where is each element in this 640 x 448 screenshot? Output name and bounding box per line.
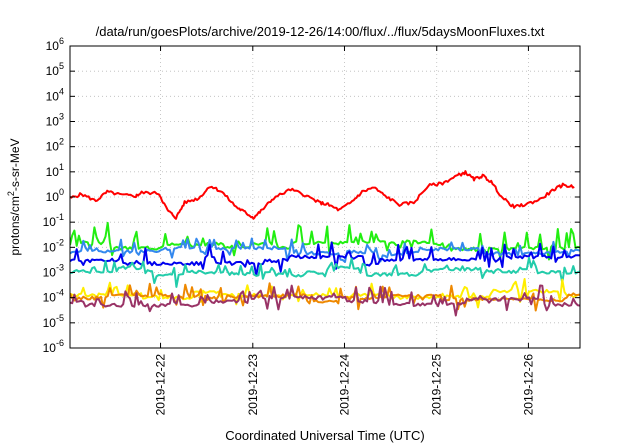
y-axis-label: protons/cm2-s-sr-MeV [6,138,22,255]
y-tick-label: 104 [46,86,64,103]
y-tick-label: 102 [46,137,64,154]
x-tick-label: 2019-12-26 [521,354,535,416]
y-tick-label: 10-4 [43,288,64,305]
y-tick-label: 106 [46,36,64,53]
series-line [70,237,580,263]
grid-lines [70,46,580,348]
y-tick-label: 105 [46,61,64,78]
y-tick-label: 10-6 [43,338,64,355]
series-line [70,278,580,309]
x-axis: 2019-12-22 2019-12-23 2019-12-24 2019-12-25… [154,46,535,416]
series-line [70,256,580,288]
y-tick-label: 103 [46,112,64,129]
chart-title: /data/run/goesPlots/archive/2019-12-26/1… [96,24,545,39]
y-axis: 106 105 104 103 102 101 100 10-1 10-2 10-3 10-4 10-… [43,36,580,355]
series-line [70,221,580,261]
y-tick-label: 10-3 [43,263,64,280]
x-tick-label: 2019-12-25 [430,354,444,416]
series-line [70,282,580,312]
y-tick-label: 100 [46,187,64,204]
series-lines [70,170,580,317]
x-tick-label: 2019-12-22 [154,354,168,416]
y-tick-label: 10-5 [43,313,64,330]
x-tick-label: 2019-12-23 [246,354,260,416]
series-line [70,170,575,220]
series-line [70,241,580,277]
x-axis-label: Coordinated Universal Time (UTC) [225,428,424,443]
series-line [70,284,580,317]
x-tick-label: 2019-12-24 [337,354,351,416]
y-tick-label: 10-2 [43,237,64,254]
y-tick-label: 101 [46,162,64,179]
y-tick-label: 10-1 [43,212,64,229]
